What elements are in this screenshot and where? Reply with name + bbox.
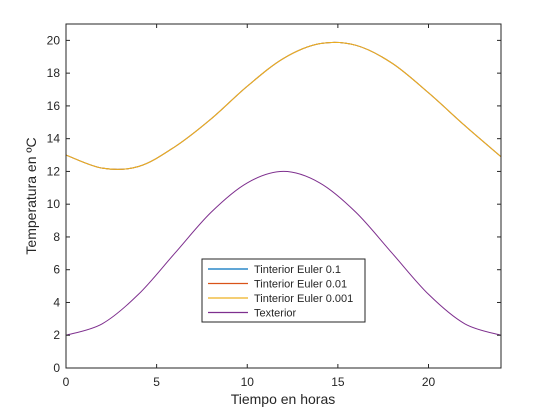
y-tick-label: 0: [53, 361, 60, 375]
plot-frame: [65, 23, 502, 369]
series-layer: [65, 41, 502, 336]
y-tick-label: 6: [53, 263, 60, 277]
y-tick-label: 18: [47, 66, 61, 80]
y-tick-label: 8: [53, 230, 60, 244]
x-tick-label: 15: [331, 375, 345, 389]
series-line-3: [65, 41, 502, 170]
y-tick-label: 2: [53, 328, 60, 342]
y-tick-label: 16: [47, 99, 61, 113]
y-tick-label: 10: [47, 197, 61, 211]
y-tick-label: 14: [47, 132, 61, 146]
y-axis-label: Temperatura en ºC: [23, 137, 39, 254]
x-tick-label: 0: [63, 375, 70, 389]
x-tick-label: 5: [153, 375, 160, 389]
legend-label-3: Tinterior Euler 0.001: [254, 293, 353, 305]
y-tick-label: 12: [47, 164, 61, 178]
x-axis-label: Tiempo en horas: [231, 391, 336, 407]
legend: Tinterior Euler 0.1 Tinterior Euler 0.01 T…: [201, 258, 366, 323]
legend-label-2: Tinterior Euler 0.01: [254, 279, 347, 291]
legend-label-4: Texterior: [254, 308, 297, 320]
y-tick-label: 4: [53, 295, 60, 309]
x-tick-label: 20: [422, 375, 436, 389]
x-tick-label: 10: [241, 375, 255, 389]
series-line-4: [65, 170, 502, 336]
legend-label-1: Tinterior Euler 0.1: [254, 264, 341, 276]
y-tick-label: 20: [47, 33, 61, 47]
